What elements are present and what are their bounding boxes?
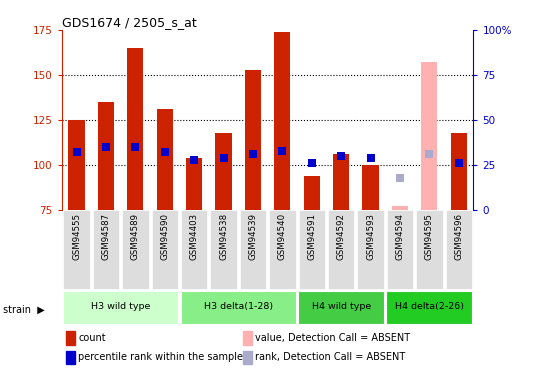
Point: [278, 148, 287, 154]
Bar: [299, 210, 325, 289]
Text: GSM94596: GSM94596: [454, 213, 463, 260]
Bar: [66, 351, 75, 364]
Text: GSM94539: GSM94539: [249, 213, 258, 260]
Bar: [269, 210, 295, 289]
Point: [249, 151, 257, 157]
Bar: [152, 210, 178, 289]
Point: [160, 149, 169, 155]
Text: H3 delta(1-28): H3 delta(1-28): [204, 302, 273, 311]
Bar: [93, 210, 119, 289]
Text: H3 wild type: H3 wild type: [91, 302, 150, 311]
Text: H4 delta(2-26): H4 delta(2-26): [395, 302, 464, 311]
Bar: [63, 210, 90, 289]
Text: GSM94587: GSM94587: [102, 213, 110, 260]
Text: GSM94590: GSM94590: [160, 213, 169, 260]
Bar: [328, 210, 355, 289]
Text: GSM94540: GSM94540: [278, 213, 287, 260]
Bar: [157, 109, 173, 210]
Text: GSM94595: GSM94595: [425, 213, 434, 260]
Text: GSM94594: GSM94594: [395, 213, 405, 260]
Bar: [68, 120, 84, 210]
Bar: [363, 165, 379, 210]
FancyBboxPatch shape: [298, 291, 384, 324]
Text: percentile rank within the sample: percentile rank within the sample: [79, 352, 243, 363]
Bar: [98, 102, 114, 210]
Text: GSM94538: GSM94538: [219, 213, 228, 260]
Text: GSM94591: GSM94591: [307, 213, 316, 260]
Bar: [122, 210, 148, 289]
Bar: [210, 210, 237, 289]
Bar: [186, 158, 202, 210]
Text: GSM94592: GSM94592: [337, 213, 345, 260]
Text: strain  ▶: strain ▶: [3, 304, 45, 314]
Bar: [128, 48, 144, 210]
Bar: [445, 210, 472, 289]
Text: GSM94555: GSM94555: [72, 213, 81, 260]
Point: [307, 160, 316, 166]
Bar: [421, 62, 437, 210]
Bar: [416, 210, 443, 289]
FancyBboxPatch shape: [386, 291, 472, 324]
Bar: [357, 210, 384, 289]
Point: [395, 175, 404, 181]
Point: [337, 153, 345, 159]
Point: [455, 160, 463, 166]
Bar: [181, 210, 207, 289]
Point: [425, 151, 434, 157]
Bar: [303, 176, 320, 210]
Text: count: count: [79, 333, 106, 343]
Text: GDS1674 / 2505_s_at: GDS1674 / 2505_s_at: [62, 16, 196, 29]
Point: [190, 157, 199, 163]
Bar: [245, 70, 261, 210]
Text: H4 wild type: H4 wild type: [312, 302, 371, 311]
Bar: [243, 331, 252, 345]
Bar: [333, 154, 349, 210]
Bar: [392, 206, 408, 210]
Bar: [387, 210, 413, 289]
Text: GSM94589: GSM94589: [131, 213, 140, 260]
Text: GSM94403: GSM94403: [190, 213, 199, 260]
Text: GSM94593: GSM94593: [366, 213, 375, 260]
Point: [72, 149, 81, 155]
Bar: [451, 133, 467, 210]
Point: [131, 144, 140, 150]
Bar: [66, 331, 75, 345]
Point: [366, 155, 375, 161]
Text: value, Detection Call = ABSENT: value, Detection Call = ABSENT: [256, 333, 410, 343]
Bar: [240, 210, 266, 289]
Point: [102, 144, 110, 150]
FancyBboxPatch shape: [63, 291, 178, 324]
Bar: [243, 351, 252, 364]
Point: [220, 155, 228, 161]
Bar: [274, 32, 291, 210]
FancyBboxPatch shape: [181, 291, 296, 324]
Bar: [216, 133, 232, 210]
Text: rank, Detection Call = ABSENT: rank, Detection Call = ABSENT: [256, 352, 406, 363]
